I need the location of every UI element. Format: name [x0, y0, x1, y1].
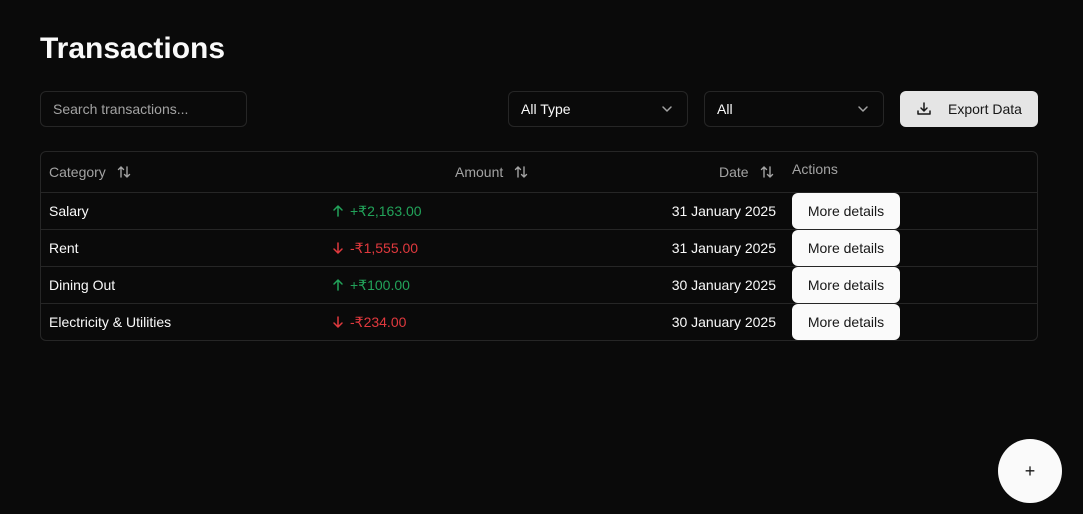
- table-row: Electricity & Utilities -₹234.00 30 Janu…: [41, 304, 1037, 340]
- transactions-table: Category Amount Date Actions: [40, 151, 1038, 341]
- arrow-down-icon: [331, 315, 345, 329]
- category-cell: Rent: [49, 240, 79, 256]
- date-cell: 30 January 2025: [671, 314, 776, 330]
- amount-value: +₹2,163.00: [350, 202, 422, 219]
- table-row: Rent -₹1,555.00 31 January 2025 More det…: [41, 230, 1037, 267]
- more-details-button[interactable]: More details: [792, 267, 900, 303]
- column-header-amount[interactable]: Amount: [455, 152, 529, 192]
- category-cell: Salary: [49, 203, 89, 219]
- sort-icon: [116, 164, 132, 180]
- table-row: Dining Out +₹100.00 30 January 2025 More…: [41, 267, 1037, 304]
- column-label-amount: Amount: [455, 164, 504, 180]
- column-header-actions: Actions: [792, 152, 838, 189]
- table-header: Category Amount Date Actions: [41, 152, 1037, 193]
- column-label-category: Category: [49, 164, 106, 180]
- amount-value: -₹1,555.00: [350, 239, 419, 256]
- table-row: Salary +₹2,163.00 31 January 2025 More d…: [41, 193, 1037, 230]
- sort-icon: [759, 164, 775, 180]
- arrow-down-icon: [331, 241, 345, 255]
- column-header-date[interactable]: Date: [719, 152, 775, 192]
- amount-cell: +₹100.00: [331, 267, 410, 303]
- type-select-value: All Type: [521, 101, 571, 117]
- type-select[interactable]: All Type: [508, 91, 688, 127]
- amount-value: -₹234.00: [350, 313, 407, 330]
- column-header-category[interactable]: Category: [49, 152, 132, 192]
- export-data-label: Export Data: [948, 101, 1022, 117]
- more-details-button[interactable]: More details: [792, 230, 900, 266]
- date-cell: 31 January 2025: [671, 203, 776, 219]
- arrow-up-icon: [331, 204, 345, 218]
- amount-cell: +₹2,163.00: [331, 193, 422, 229]
- arrow-up-icon: [331, 278, 345, 292]
- amount-cell: -₹1,555.00: [331, 230, 418, 266]
- column-label-date: Date: [719, 164, 749, 180]
- filter-select-value: All: [717, 101, 733, 117]
- date-cell: 30 January 2025: [671, 277, 776, 293]
- more-details-button[interactable]: More details: [792, 193, 900, 229]
- amount-cell: -₹234.00: [331, 304, 406, 340]
- category-cell: Electricity & Utilities: [49, 314, 172, 330]
- category-cell: Dining Out: [49, 277, 116, 293]
- download-icon: [916, 101, 932, 117]
- chevron-down-icon: [659, 101, 675, 117]
- chevron-down-icon: [855, 101, 871, 117]
- export-data-button[interactable]: Export Data: [900, 91, 1038, 127]
- date-cell: 31 January 2025: [671, 240, 776, 256]
- amount-value: +₹100.00: [350, 276, 410, 293]
- search-input[interactable]: [40, 91, 247, 127]
- sort-icon: [513, 164, 529, 180]
- column-label-actions: Actions: [792, 161, 838, 177]
- filter-select[interactable]: All: [704, 91, 884, 127]
- page-title: Transactions: [40, 32, 226, 65]
- more-details-button[interactable]: More details: [792, 304, 900, 340]
- add-transaction-button[interactable]: +: [998, 439, 1062, 503]
